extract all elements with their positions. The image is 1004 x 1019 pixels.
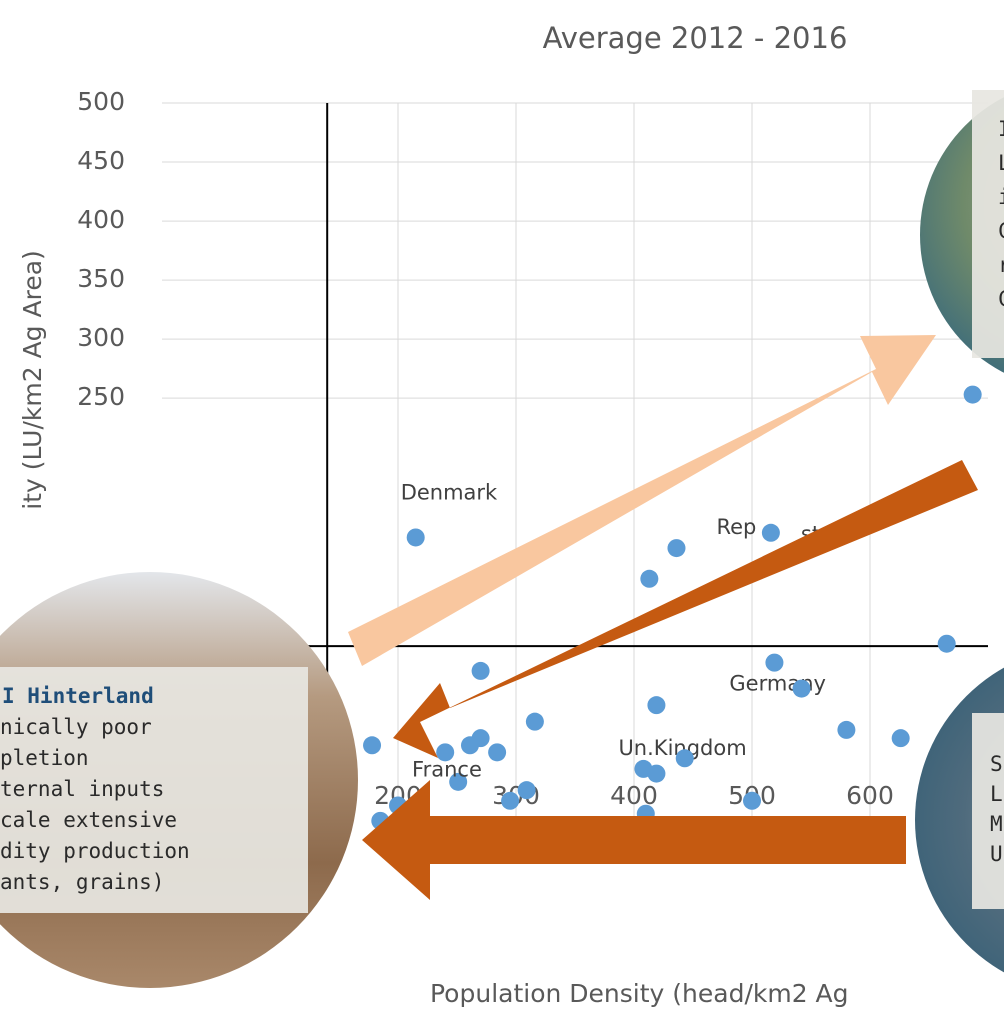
y-tick-label: 400 [77,205,125,234]
box-line: I [998,117,1004,141]
point [647,765,665,783]
y-tick-label: 450 [77,146,125,175]
box-line: ternal inputs [0,777,164,801]
box-line: dity production [0,839,190,863]
text-box [972,713,1004,909]
x-tick-label: 600 [846,781,894,810]
box-line: r [998,253,1004,277]
y-tick-label: 250 [77,382,125,411]
box-line: M [990,812,1003,836]
point [667,539,685,557]
box-line: S [990,752,1003,776]
box-line: pletion [0,746,89,770]
box-line: i [998,185,1004,209]
point [488,743,506,761]
point [526,713,544,731]
point-label: France [412,757,482,781]
point [964,386,982,404]
chart-title: Average 2012 - 2016 [543,21,848,55]
y-axis-label: ity (LU/km2 Ag Area) [18,250,47,510]
arrow [393,460,978,758]
point [501,792,519,810]
point [407,528,425,546]
box-line: cale extensive [0,808,177,832]
point [461,736,479,754]
point [892,729,910,747]
point [518,781,536,799]
point [640,570,658,588]
point [676,749,694,767]
box-texts: I Hinterland nically poor pletion ternal in… [0,117,1004,894]
point [472,662,490,680]
box-line: C [998,287,1004,311]
point-label: Rep [716,515,756,539]
point-label: Germany [729,672,826,696]
y-tick-label: 500 [77,87,125,116]
x-axis-label: Population Density (head/km2 Ag [430,979,849,1008]
point [762,524,780,542]
slide: Average 2012 - 2016 ity (LU/km2 Ag Area)… [0,0,1004,1019]
box-line: nically poor [0,715,152,739]
point [363,736,381,754]
point-label: Denmark [401,480,498,504]
point [647,696,665,714]
point [938,635,956,653]
point [793,680,811,698]
point [743,792,761,810]
box-line: L [990,782,1003,806]
point [837,721,855,739]
box-line: U [990,842,1003,866]
box-line: ants, grains) [0,870,164,894]
box-line: I Hinterland [2,684,154,708]
arrows [348,335,978,900]
y-tick-label: 300 [77,323,125,352]
box-line: C [998,219,1004,243]
point [765,654,783,672]
y-tick-label: 350 [77,264,125,293]
x-tick-label: 400 [610,781,658,810]
box-line: L [998,151,1004,175]
